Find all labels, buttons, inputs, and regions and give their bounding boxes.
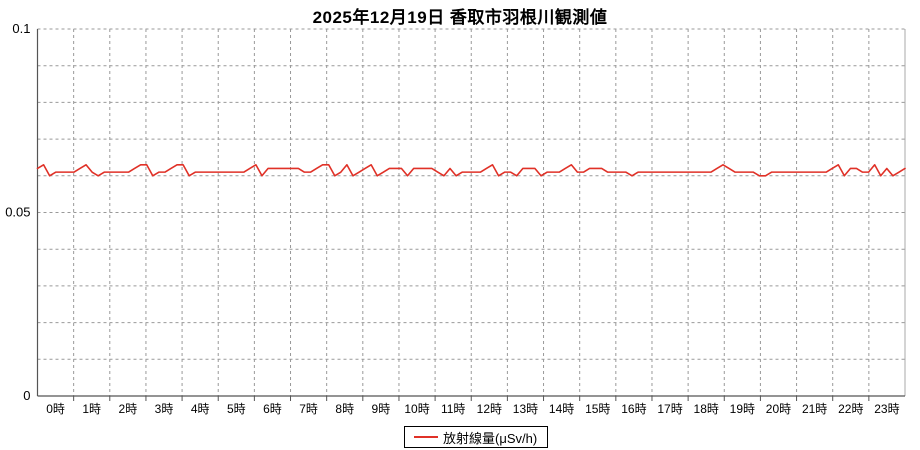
x-tick-label: 21時 — [802, 402, 827, 416]
x-tick-label: 8時 — [335, 402, 354, 416]
x-tick-label: 23時 — [874, 402, 899, 416]
x-tick-label: 2時 — [119, 402, 138, 416]
x-tick-label: 18時 — [694, 402, 719, 416]
x-tick-label: 4時 — [191, 402, 210, 416]
x-tick-label: 5時 — [227, 402, 246, 416]
x-tick-label: 10時 — [404, 402, 429, 416]
chart-title: 2025年12月19日 香取市羽根川観測値 — [312, 8, 608, 27]
y-tick-label: 0.05 — [5, 205, 30, 220]
x-tick-label: 15時 — [585, 402, 610, 416]
x-tick-label: 19時 — [730, 402, 755, 416]
x-tick-label: 3時 — [155, 402, 174, 416]
x-tick-label: 13時 — [513, 402, 538, 416]
x-tick-label: 0時 — [46, 402, 65, 416]
x-tick-label: 22時 — [838, 402, 863, 416]
x-tick-label: 12時 — [477, 402, 502, 416]
legend-line-swatch — [414, 436, 438, 438]
legend-series-label: 放射線量(μSv/h) — [443, 430, 538, 446]
radiation-data-line — [36, 163, 906, 177]
x-tick-label: 16時 — [621, 402, 646, 416]
x-tick-label: 20時 — [766, 402, 791, 416]
x-tick-label: 17時 — [657, 402, 682, 416]
legend: 放射線量(μSv/h) — [404, 426, 549, 448]
y-tick-label: 0.1 — [12, 21, 30, 36]
x-tick-label: 7時 — [299, 402, 318, 416]
x-tick-label: 6時 — [263, 402, 282, 416]
y-tick-label: 0 — [23, 388, 30, 403]
x-tick-label: 14時 — [549, 402, 574, 416]
x-tick-label: 11時 — [441, 402, 465, 416]
x-tick-label: 9時 — [372, 402, 391, 416]
x-tick-label: 1時 — [82, 402, 101, 416]
